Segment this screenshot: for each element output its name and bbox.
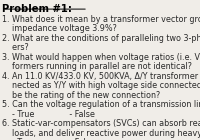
Text: - True              - False: - True - False [2,110,95,119]
Text: 1. What does it mean by a transformer vector group Dy11 and: 1. What does it mean by a transformer ve… [2,15,200,24]
Text: loads, and deliver reactive power during heavy loads: loads, and deliver reactive power during… [2,129,200,138]
Text: 4. An 11.0 KV/433.0 KV, 500KVA, Δ/Y transformer is recon-: 4. An 11.0 KV/433.0 KV, 500KVA, Δ/Y tran… [2,72,200,81]
Text: 2. What are the conditions of paralleling two 3-phase transform-: 2. What are the conditions of parallelin… [2,34,200,43]
Text: 6. Static-var-compensators (SVCs) can absorb reactive power during light: 6. Static-var-compensators (SVCs) can ab… [2,119,200,128]
Text: 5. Can the voltage regulation of a transmission line be negative?: 5. Can the voltage regulation of a trans… [2,100,200,109]
Text: Problem #1:: Problem #1: [2,4,72,14]
Text: ers?: ers? [2,43,29,52]
Text: - True              - False: - True - False [2,138,95,140]
Text: impedance voltage 3.9%?: impedance voltage 3.9%? [2,24,117,33]
Text: nected as Y/Y with high voltage side connected in Y. What will: nected as Y/Y with high voltage side con… [2,81,200,90]
Text: 3. What would happen when voltage ratios (i.e. V₁/V₂) of trans-: 3. What would happen when voltage ratios… [2,53,200,62]
Text: formers running in parallel are not identical?: formers running in parallel are not iden… [2,62,192,71]
Text: be the rating of the new connection?: be the rating of the new connection? [2,91,160,100]
